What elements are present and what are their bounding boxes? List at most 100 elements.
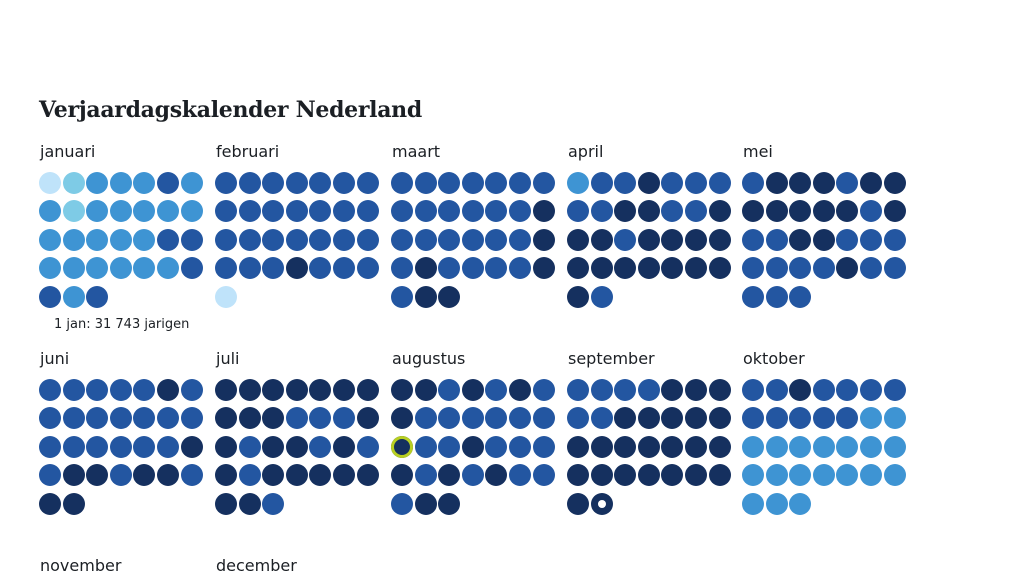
day-dot[interactable]	[789, 257, 812, 280]
day-dot[interactable]	[461, 464, 484, 487]
day-dot[interactable]	[356, 435, 379, 458]
day-dot[interactable]	[789, 379, 812, 401]
day-dot[interactable]	[356, 172, 379, 194]
day-dot[interactable]	[661, 464, 684, 487]
day-dot[interactable]	[391, 257, 413, 280]
day-dot[interactable]	[567, 172, 589, 194]
day-dot[interactable]	[637, 257, 660, 280]
day-dot[interactable]	[62, 285, 85, 308]
day-dot[interactable]	[789, 200, 812, 223]
day-dot[interactable]	[661, 200, 684, 223]
day-dot[interactable]	[684, 407, 707, 430]
day-dot[interactable]	[391, 200, 413, 223]
day-dot[interactable]	[859, 228, 882, 251]
day-dot[interactable]	[86, 257, 109, 280]
day-dot[interactable]	[661, 172, 684, 194]
day-dot[interactable]	[414, 407, 437, 430]
day-dot[interactable]	[765, 492, 788, 515]
day-dot[interactable]	[461, 228, 484, 251]
day-dot[interactable]	[614, 172, 637, 194]
day-dot[interactable]	[356, 257, 379, 280]
day-dot[interactable]	[62, 228, 85, 251]
day-dot[interactable]	[637, 379, 660, 401]
day-dot[interactable]	[215, 464, 237, 487]
day-dot[interactable]	[742, 257, 764, 280]
day-dot[interactable]	[285, 464, 308, 487]
day-dot[interactable]	[789, 464, 812, 487]
day-dot[interactable]	[180, 257, 203, 280]
day-dot[interactable]	[332, 172, 355, 194]
day-dot[interactable]	[637, 200, 660, 223]
day-dot[interactable]	[883, 379, 906, 401]
day-dot[interactable]	[567, 200, 589, 223]
day-dot[interactable]	[391, 379, 413, 401]
day-dot[interactable]	[238, 228, 261, 251]
day-dot[interactable]	[391, 172, 413, 194]
day-dot[interactable]	[332, 407, 355, 430]
day-dot[interactable]	[590, 435, 613, 458]
day-dot[interactable]	[532, 200, 555, 223]
day-dot[interactable]	[836, 228, 859, 251]
day-dot[interactable]	[414, 379, 437, 401]
day-dot[interactable]	[309, 379, 332, 401]
day-dot[interactable]	[414, 257, 437, 280]
day-dot[interactable]	[86, 200, 109, 223]
day-dot[interactable]	[438, 285, 461, 308]
day-dot[interactable]	[708, 257, 731, 280]
day-dot[interactable]	[532, 379, 555, 401]
day-dot[interactable]	[238, 435, 261, 458]
day-dot[interactable]	[309, 228, 332, 251]
day-dot[interactable]	[637, 435, 660, 458]
day-dot[interactable]	[438, 435, 461, 458]
day-dot[interactable]	[332, 379, 355, 401]
day-dot[interactable]	[133, 435, 156, 458]
day-dot[interactable]	[532, 435, 555, 458]
day-dot[interactable]	[414, 172, 437, 194]
day-dot[interactable]	[180, 228, 203, 251]
day-dot[interactable]	[356, 464, 379, 487]
day-dot[interactable]	[708, 407, 731, 430]
day-dot[interactable]	[215, 200, 237, 223]
day-dot[interactable]	[812, 257, 835, 280]
day-dot[interactable]	[614, 257, 637, 280]
day-dot[interactable]	[262, 435, 285, 458]
day-dot[interactable]	[789, 492, 812, 515]
day-dot[interactable]	[180, 172, 203, 194]
day-dot[interactable]	[485, 464, 508, 487]
day-dot[interactable]	[109, 200, 132, 223]
day-dot[interactable]	[156, 228, 179, 251]
day-dot[interactable]	[567, 407, 589, 430]
day-dot[interactable]	[461, 435, 484, 458]
day-dot[interactable]	[86, 379, 109, 401]
day-dot[interactable]	[262, 257, 285, 280]
day-dot[interactable]	[485, 200, 508, 223]
day-dot[interactable]	[883, 435, 906, 458]
day-dot[interactable]	[590, 172, 613, 194]
day-dot[interactable]	[812, 228, 835, 251]
day-dot[interactable]	[109, 228, 132, 251]
day-dot[interactable]	[742, 285, 764, 308]
day-dot[interactable]	[262, 492, 285, 515]
day-dot[interactable]	[461, 200, 484, 223]
day-dot[interactable]	[789, 172, 812, 194]
day-dot[interactable]	[238, 407, 261, 430]
day-dot[interactable]	[661, 435, 684, 458]
day-dot[interactable]	[133, 228, 156, 251]
day-dot[interactable]	[532, 464, 555, 487]
day-dot[interactable]	[109, 407, 132, 430]
day-dot[interactable]	[62, 379, 85, 401]
day-dot[interactable]	[238, 200, 261, 223]
day-dot[interactable]	[684, 228, 707, 251]
day-dot[interactable]	[285, 172, 308, 194]
day-dot[interactable]	[39, 257, 61, 280]
day-dot[interactable]	[567, 228, 589, 251]
day-dot[interactable]	[532, 407, 555, 430]
day-dot[interactable]	[215, 228, 237, 251]
day-dot[interactable]	[485, 257, 508, 280]
day-dot[interactable]	[133, 257, 156, 280]
day-dot[interactable]	[708, 200, 731, 223]
day-dot[interactable]	[39, 228, 61, 251]
day-dot[interactable]	[262, 200, 285, 223]
day-dot[interactable]	[356, 200, 379, 223]
day-dot[interactable]	[661, 379, 684, 401]
